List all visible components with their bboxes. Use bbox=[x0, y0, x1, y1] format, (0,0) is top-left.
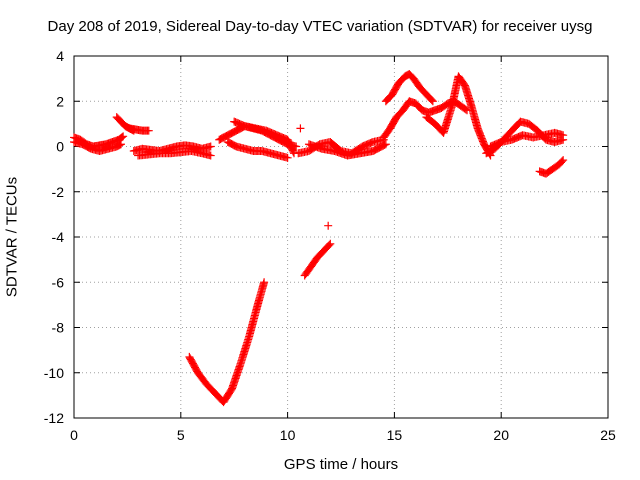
y-tick-label: -2 bbox=[52, 184, 65, 200]
data-point bbox=[206, 151, 215, 160]
data-point bbox=[559, 156, 568, 165]
y-tick-label: -6 bbox=[52, 274, 65, 290]
x-tick-label: 15 bbox=[387, 427, 403, 443]
x-tick-label: 25 bbox=[600, 427, 616, 443]
x-tick-label: 0 bbox=[70, 427, 78, 443]
y-tick-label: -8 bbox=[52, 320, 65, 336]
data-point bbox=[380, 140, 389, 149]
data-point bbox=[283, 153, 292, 162]
data-point bbox=[326, 239, 335, 248]
data-point bbox=[116, 140, 125, 149]
y-tick-label: -12 bbox=[44, 410, 64, 426]
data-point bbox=[558, 157, 567, 166]
data-point bbox=[324, 221, 333, 230]
y-tick-label: -10 bbox=[44, 365, 64, 381]
chart-title: Day 208 of 2019, Sidereal Day-to-day VTE… bbox=[47, 18, 593, 35]
data-point bbox=[296, 124, 305, 133]
x-tick-label: 10 bbox=[280, 427, 296, 443]
data-point bbox=[381, 140, 390, 149]
data-point bbox=[559, 131, 568, 140]
data-point bbox=[206, 142, 215, 151]
grid-lines bbox=[74, 56, 608, 418]
data-point bbox=[461, 105, 470, 114]
data-point bbox=[260, 278, 269, 287]
data-point bbox=[289, 147, 298, 156]
data-point bbox=[325, 240, 334, 249]
x-axis-label: GPS time / hours bbox=[283, 456, 399, 473]
y-tick-label: -4 bbox=[52, 229, 65, 245]
data-point bbox=[427, 96, 436, 105]
x-tick-label: 5 bbox=[177, 427, 185, 443]
axis-ticks: 0 5 10 15 20 25 -12 -10 -8 -6 -4 -2 0 2 4 bbox=[44, 48, 616, 443]
data-point bbox=[428, 97, 437, 106]
y-tick-label: 4 bbox=[56, 48, 64, 64]
y-tick-label: 0 bbox=[56, 139, 64, 155]
data-point bbox=[118, 133, 127, 142]
data-point bbox=[119, 132, 128, 141]
y-axis-label: SDTVAR / TECUs bbox=[3, 176, 21, 298]
data-points bbox=[70, 70, 568, 407]
y-tick-label: 2 bbox=[56, 93, 64, 109]
x-tick-label: 20 bbox=[493, 427, 509, 443]
data-point bbox=[144, 126, 153, 135]
